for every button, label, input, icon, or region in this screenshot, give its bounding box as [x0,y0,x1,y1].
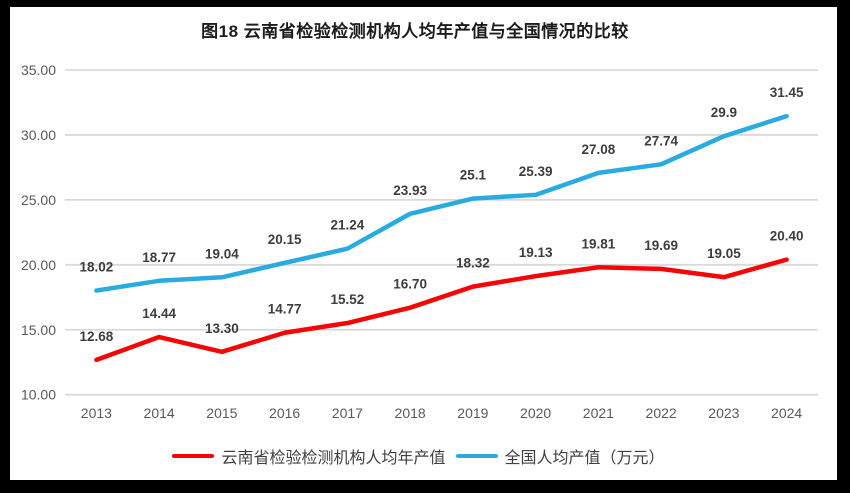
legend-item-yunnan: 云南省检验检测机构人均年产值 [172,444,446,468]
chart-canvas [10,7,837,480]
legend-label-national: 全国人均产值（万元） [504,450,665,467]
legend-label-yunnan: 云南省检验检测机构人均年产值 [221,450,446,467]
legend-item-national: 全国人均产值（万元） [455,444,665,468]
chart-legend: 云南省检验检测机构人均年产值 全国人均产值（万元） [10,444,827,468]
chart-title: 图18 云南省检验检测机构人均年产值与全国情况的比较 [201,22,629,41]
legend-swatch-red-line [172,453,215,459]
legend-swatch-blue-line [455,453,498,459]
